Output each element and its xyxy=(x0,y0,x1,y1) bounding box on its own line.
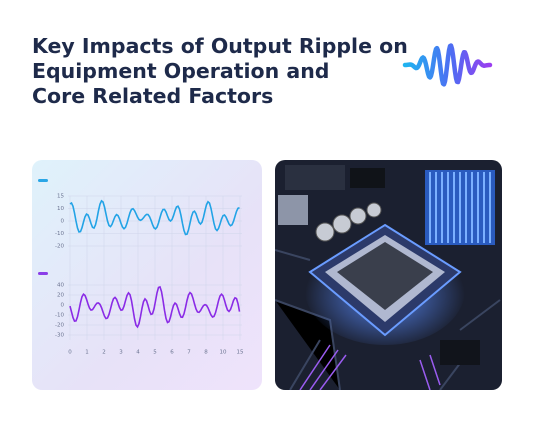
ripple-wave xyxy=(69,285,241,329)
y-tick-label: -20 xyxy=(55,323,64,329)
y-tick-label: 10 xyxy=(57,206,64,212)
component xyxy=(440,340,480,365)
x-tick-label: 3 xyxy=(119,350,123,356)
x-tick-label: 1 xyxy=(85,350,89,356)
title: Key Impacts of Output Ripple on Equipmen… xyxy=(32,34,408,108)
glow-traces xyxy=(299,344,441,390)
x-tick-label: 15 xyxy=(237,350,244,356)
component xyxy=(350,168,385,188)
title-line: Equipment Operation and xyxy=(32,59,329,83)
y-tick-label: 15 xyxy=(57,194,64,200)
component xyxy=(285,165,345,190)
title-line: Core Related Factors xyxy=(32,84,273,108)
x-tick-label: 0 xyxy=(68,350,72,356)
x-tick-label: 2 xyxy=(102,350,106,356)
y-tick-label: 40 xyxy=(57,283,64,289)
legend-swatch xyxy=(38,179,48,182)
title-line: Key Impacts of Output Ripple on xyxy=(32,34,408,58)
tick-labels: 15 10 0 -10 -20 40 20 0 -10 -20 -30 0 1 2 3 4 5 6 7 8 10 15 xyxy=(55,194,244,356)
y-tick-label: -30 xyxy=(55,333,64,339)
y-tick-label: 0 xyxy=(61,303,65,309)
ripple-wave xyxy=(69,199,240,236)
x-tick-label: 7 xyxy=(187,350,191,356)
y-tick-label: 0 xyxy=(61,219,65,225)
capacitors xyxy=(315,202,382,242)
y-tick-label: 20 xyxy=(57,293,64,299)
y-tick-label: -10 xyxy=(55,313,64,319)
x-tick-label: 6 xyxy=(170,350,174,356)
heatsink xyxy=(425,170,495,245)
x-tick-label: 10 xyxy=(220,350,227,356)
wave-icon xyxy=(402,43,493,87)
chart-panel xyxy=(32,160,262,390)
x-tick-label: 5 xyxy=(153,350,157,356)
chip-top xyxy=(337,242,433,310)
chip-photo xyxy=(275,160,502,390)
x-tick-label: 8 xyxy=(204,350,208,356)
x-tick-label: 4 xyxy=(136,350,140,356)
y-tick-label: -10 xyxy=(55,231,64,237)
component xyxy=(278,195,308,225)
legend-swatch xyxy=(38,272,48,275)
y-tick-label: -20 xyxy=(55,244,64,250)
